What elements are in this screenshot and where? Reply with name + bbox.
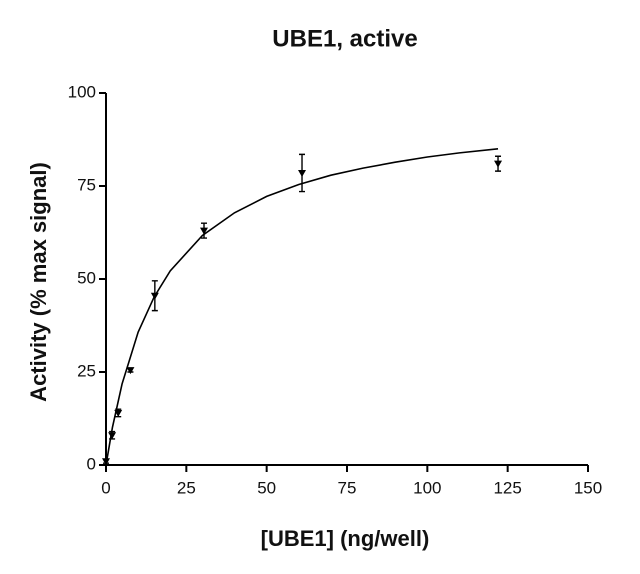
point xyxy=(298,169,307,177)
point xyxy=(126,367,135,375)
point xyxy=(150,292,159,300)
x-tick-label: 150 xyxy=(574,478,602,497)
y-tick-label: 50 xyxy=(77,268,96,287)
point xyxy=(200,227,209,235)
chart-title: UBE1, active xyxy=(272,25,417,52)
x-tick-label: 125 xyxy=(493,478,521,497)
x-tick-label: 25 xyxy=(177,478,196,497)
y-tick-label: 100 xyxy=(68,82,96,101)
x-tick-label: 0 xyxy=(101,478,110,497)
y-axis-label: Activity (% max signal) xyxy=(26,162,51,402)
point xyxy=(102,458,110,466)
x-tick-label: 50 xyxy=(257,478,276,497)
x-tick-label: 100 xyxy=(413,478,441,497)
y-tick-label: 25 xyxy=(77,361,96,380)
point xyxy=(108,432,117,440)
point xyxy=(494,160,503,168)
x-tick-label: 75 xyxy=(338,478,357,497)
point xyxy=(114,409,123,417)
y-tick-label: 0 xyxy=(87,454,96,473)
y-tick-label: 75 xyxy=(77,175,96,194)
fit-curve xyxy=(105,148,499,466)
x-axis-label: [UBE1] (ng/well) xyxy=(261,526,430,551)
